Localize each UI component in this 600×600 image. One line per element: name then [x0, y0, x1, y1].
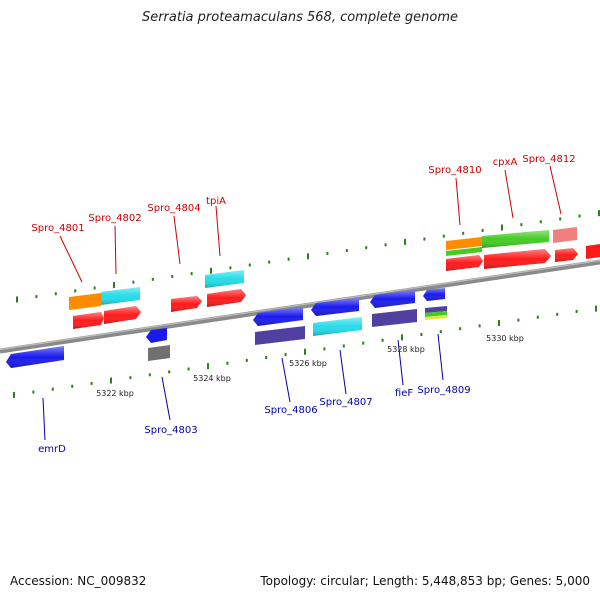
- gene-label-spro-4807[interactable]: Spro_4807: [319, 397, 372, 408]
- gene-label-spro-4804[interactable]: Spro_4804: [147, 203, 200, 214]
- topology-label: Topology:: [260, 574, 317, 588]
- gene-spro-4803-inner[interactable]: [148, 345, 170, 361]
- gene-spro-4807[interactable]: [311, 298, 362, 336]
- gene-spro-4810-middle[interactable]: [446, 247, 482, 256]
- gene-spro-4801[interactable]: [69, 293, 104, 329]
- gene-label-spro-4810[interactable]: Spro_4810: [428, 165, 481, 176]
- gene-spro-4803[interactable]: [146, 328, 170, 361]
- gene-label-spro-4803[interactable]: Spro_4803: [144, 425, 197, 436]
- gene-spro-4809-layer-3[interactable]: [425, 315, 447, 320]
- gene-partial-right[interactable]: [586, 244, 600, 259]
- gene-spro-4803-outer[interactable]: [146, 328, 167, 343]
- genes-value: 5,000: [555, 574, 590, 588]
- gene-emrd[interactable]: [6, 346, 64, 368]
- gene-fief-inner[interactable]: [372, 309, 417, 327]
- forward-genes: [69, 227, 600, 329]
- gene-spro-4802[interactable]: [101, 287, 141, 324]
- gene-label-spro-4809[interactable]: Spro_4809: [417, 385, 470, 396]
- topology-value: circular: [320, 574, 365, 588]
- scale-label-5326: 5326 kbp: [289, 359, 327, 368]
- gene-label-spro-4812[interactable]: Spro_4812: [522, 154, 575, 165]
- gene-label-spro-4801[interactable]: Spro_4801: [31, 223, 84, 234]
- gene-spro-4809[interactable]: [423, 288, 447, 320]
- genome-stats: Topology: circular; Length: 5,448,853 bp…: [260, 574, 590, 588]
- backbone-highlight: [0, 259, 600, 351]
- accession-label: Accession:: [10, 574, 74, 588]
- gene-label-tpia[interactable]: tpiA: [206, 196, 226, 207]
- gene-spro-4804[interactable]: [171, 296, 202, 312]
- leader-lines-bottom: [42, 333, 444, 441]
- gene-spro-4810-outer[interactable]: [446, 237, 482, 250]
- backbone-line: [0, 259, 600, 354]
- accession-info: Accession: NC_009832: [10, 574, 146, 588]
- gene-spro-4812-outer[interactable]: [553, 227, 577, 243]
- gene-spro-4801-outer[interactable]: [69, 293, 101, 310]
- map-title: Serratia proteamaculans 568, complete ge…: [141, 10, 459, 25]
- accession-value: NC_009832: [77, 574, 147, 588]
- gene-label-cpxa[interactable]: cpxA: [493, 157, 518, 168]
- gene-fief[interactable]: [370, 290, 417, 327]
- gene-spro-4806[interactable]: [253, 307, 305, 345]
- length-label: Length:: [372, 574, 419, 588]
- leader-lines-top: [59, 165, 562, 283]
- scale-label-5322: 5322 kbp: [96, 389, 134, 398]
- scale-labels: 5322 kbp 5324 kbp 5326 kbp 5328 kbp 5330…: [96, 334, 524, 398]
- gene-cpxa[interactable]: [482, 230, 551, 269]
- gene-labels-top: Spro_4801 Spro_4802 Spro_4804 tpiA Spro_…: [31, 154, 575, 234]
- gene-labels-bottom: emrD Spro_4803 Spro_4806 Spro_4807 fieF …: [38, 385, 470, 455]
- tick-marks: [13, 210, 600, 398]
- gene-spro-4809-layer-1[interactable]: [425, 306, 447, 313]
- gene-label-fief[interactable]: fieF: [395, 388, 413, 399]
- gene-spro-4810[interactable]: [446, 237, 483, 271]
- gene-tpia[interactable]: [205, 270, 246, 307]
- scale-label-5330: 5330 kbp: [486, 334, 524, 343]
- length-value: 5,448,853 bp: [421, 574, 502, 588]
- scale-label-5328: 5328 kbp: [387, 345, 425, 354]
- gene-spro-4812[interactable]: [553, 227, 578, 262]
- scale-label-5324: 5324 kbp: [193, 374, 231, 383]
- gene-label-emrd[interactable]: emrD: [38, 444, 66, 455]
- gene-spro-4806-inner[interactable]: [255, 326, 305, 345]
- gene-label-spro-4802[interactable]: Spro_4802: [88, 213, 141, 224]
- genes-label: Genes:: [509, 574, 552, 588]
- gene-label-spro-4806[interactable]: Spro_4806: [264, 405, 317, 416]
- reverse-genes: [6, 288, 447, 368]
